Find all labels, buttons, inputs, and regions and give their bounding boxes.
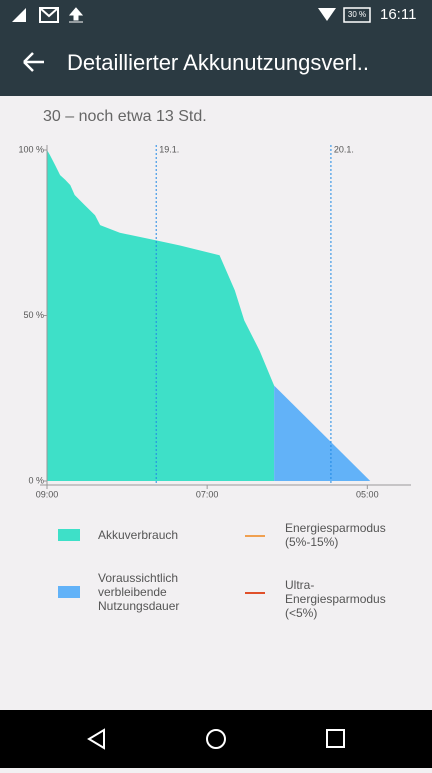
legend-line [245, 592, 265, 594]
legend-label: Voraussichtlich verbleibende Nutzungsdau… [98, 571, 180, 613]
chart: 0 % 50 % 100 % 09:00 07:00 05:00 19.1. 20.1. [18, 144, 411, 499]
legend-label: Ultra-Energiesparmodus (<5%) [285, 578, 386, 620]
legend-label: Akkuverbrauch [98, 528, 179, 542]
wifi-icon [318, 8, 336, 21]
x-tick-label: 05:00 [356, 489, 379, 499]
status-icons: 30 % 16:11 [12, 6, 416, 23]
nav-back[interactable] [87, 728, 105, 750]
y-tick-label: 100 % [18, 144, 44, 154]
mail-icon-flap [39, 7, 59, 18]
day-marker-label: 20.1. [334, 144, 354, 154]
nav-bar [0, 710, 432, 768]
y-tick-label: 50 % [23, 310, 44, 320]
toolbar-title: Detaillierter Akkunutzungsverl.. [67, 50, 370, 75]
legend-swatch [58, 586, 80, 598]
legend-label: Energiesparmodus (5%-15%) [285, 521, 386, 549]
battery-icon [343, 7, 371, 23]
nav-home[interactable] [206, 729, 226, 749]
signal-icon [12, 8, 26, 22]
legend-line [245, 535, 265, 537]
status-bar: 30 % 16:11 [0, 0, 432, 28]
area [47, 150, 275, 481]
day-marker-label: 19.1. [159, 144, 179, 154]
area [274, 385, 371, 481]
y-tick-label: 0 % [28, 475, 44, 485]
summary: 30 – noch etwa 13 Std. [43, 108, 207, 125]
battery-level: 30 % [348, 10, 366, 19]
nav-recent[interactable] [326, 729, 345, 748]
upload-icon [68, 7, 84, 23]
x-tick-label: 07:00 [196, 489, 219, 499]
back-button[interactable] [14, 28, 54, 96]
nav-icons [87, 728, 345, 750]
toolbar: Detaillierter Akkunutzungsverl.. [0, 28, 432, 96]
clock: 16:11 [380, 6, 416, 23]
x-tick-label: 09:00 [36, 489, 59, 499]
mail-icon [39, 7, 59, 23]
legend-swatch [58, 529, 80, 541]
